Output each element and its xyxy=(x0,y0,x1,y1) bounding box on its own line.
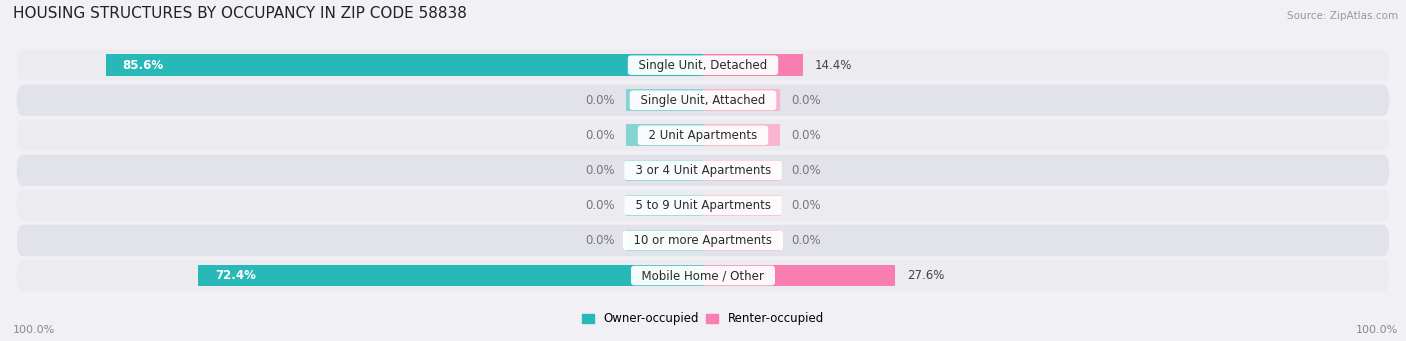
Text: 0.0%: 0.0% xyxy=(792,199,821,212)
Text: Source: ZipAtlas.com: Source: ZipAtlas.com xyxy=(1286,11,1398,20)
Bar xyxy=(703,229,780,251)
Text: 0.0%: 0.0% xyxy=(585,234,614,247)
Text: 3 or 4 Unit Apartments: 3 or 4 Unit Apartments xyxy=(627,164,779,177)
Bar xyxy=(105,54,703,76)
Text: 27.6%: 27.6% xyxy=(907,269,943,282)
FancyBboxPatch shape xyxy=(17,225,1389,256)
Text: 0.0%: 0.0% xyxy=(585,129,614,142)
Text: Single Unit, Attached: Single Unit, Attached xyxy=(633,94,773,107)
Text: 85.6%: 85.6% xyxy=(122,59,165,72)
Legend: Owner-occupied, Renter-occupied: Owner-occupied, Renter-occupied xyxy=(578,308,828,330)
Text: 0.0%: 0.0% xyxy=(585,94,614,107)
FancyBboxPatch shape xyxy=(17,155,1389,186)
Bar xyxy=(703,195,780,216)
Bar xyxy=(626,160,703,181)
Text: HOUSING STRUCTURES BY OCCUPANCY IN ZIP CODE 58838: HOUSING STRUCTURES BY OCCUPANCY IN ZIP C… xyxy=(13,5,467,20)
FancyBboxPatch shape xyxy=(17,85,1389,116)
Bar xyxy=(703,160,780,181)
Text: 0.0%: 0.0% xyxy=(792,164,821,177)
Text: 2 Unit Apartments: 2 Unit Apartments xyxy=(641,129,765,142)
FancyBboxPatch shape xyxy=(17,190,1389,221)
Text: Mobile Home / Other: Mobile Home / Other xyxy=(634,269,772,282)
Bar xyxy=(626,89,703,111)
Text: 100.0%: 100.0% xyxy=(1355,325,1398,336)
Text: 0.0%: 0.0% xyxy=(792,234,821,247)
Bar xyxy=(626,195,703,216)
Text: 0.0%: 0.0% xyxy=(585,164,614,177)
Bar xyxy=(198,265,703,286)
FancyBboxPatch shape xyxy=(17,120,1389,151)
Text: 100.0%: 100.0% xyxy=(13,325,55,336)
Bar xyxy=(703,89,780,111)
Text: 0.0%: 0.0% xyxy=(792,129,821,142)
Text: 0.0%: 0.0% xyxy=(585,199,614,212)
Bar xyxy=(703,124,780,146)
Text: 5 to 9 Unit Apartments: 5 to 9 Unit Apartments xyxy=(627,199,779,212)
Text: Single Unit, Detached: Single Unit, Detached xyxy=(631,59,775,72)
Bar xyxy=(626,124,703,146)
Text: 10 or more Apartments: 10 or more Apartments xyxy=(626,234,780,247)
Bar xyxy=(626,229,703,251)
FancyBboxPatch shape xyxy=(17,49,1389,81)
Bar xyxy=(703,265,896,286)
Bar xyxy=(703,54,803,76)
Text: 14.4%: 14.4% xyxy=(814,59,852,72)
Text: 0.0%: 0.0% xyxy=(792,94,821,107)
FancyBboxPatch shape xyxy=(17,260,1389,291)
Text: 72.4%: 72.4% xyxy=(215,269,256,282)
